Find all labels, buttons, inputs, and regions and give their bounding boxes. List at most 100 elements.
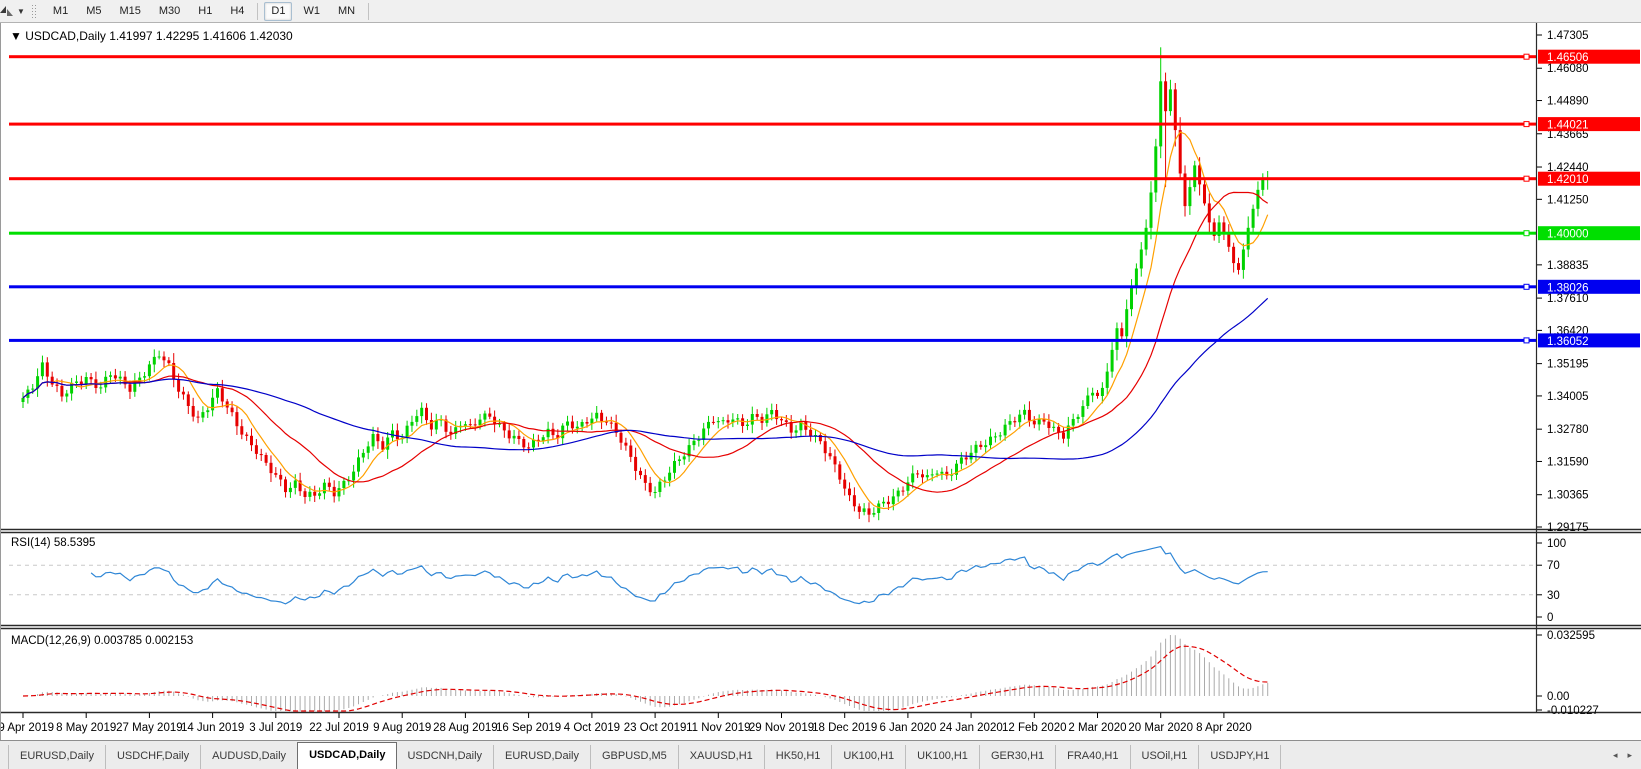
svg-text:1.36052: 1.36052 <box>1547 336 1589 348</box>
price-axis-label: 1.34005 <box>1547 391 1589 403</box>
chart-tab-10-UK100H1[interactable]: UK100,H1 <box>906 745 980 769</box>
cursor-tool-icon[interactable] <box>0 3 16 19</box>
hline-1.44021[interactable] <box>9 121 1537 128</box>
hline-handle[interactable] <box>1523 175 1530 182</box>
panel-separator-rsi[interactable] <box>1 528 1641 534</box>
time-axis-label: 8 Apr 2020 <box>1196 722 1252 734</box>
svg-text:100: 100 <box>1547 538 1566 550</box>
hline-handle[interactable] <box>1523 53 1530 60</box>
toolbar-separator <box>257 2 259 20</box>
price-axis-label: 1.29175 <box>1547 522 1589 534</box>
chart-tab-8-HK50H1[interactable]: HK50,H1 <box>765 745 833 769</box>
chart-tab-11-GER30H1[interactable]: GER30,H1 <box>980 745 1057 769</box>
macd-signal-line <box>22 645 1268 712</box>
time-axis-label: 2 Mar 2020 <box>1068 722 1126 734</box>
ma-fast-line <box>22 131 1269 510</box>
rsi-line <box>90 545 1268 605</box>
timeframe-button-M1[interactable]: M1 <box>52 4 69 17</box>
svg-text:70: 70 <box>1547 560 1560 572</box>
time-axis-label: 22 Jul 2019 <box>309 722 368 734</box>
candlestick-series <box>21 47 1270 523</box>
chevron-down-icon[interactable]: ▼ <box>17 6 25 16</box>
svg-text:1.46506: 1.46506 <box>1547 52 1589 64</box>
hline-1.38026[interactable] <box>9 283 1537 290</box>
toolbar: ▼ M1 M5 M15 M30 H1 H4 D1 W1 MN <box>0 0 1641 23</box>
rsi-axis[interactable]: 100 70 30 0 <box>1537 538 1566 624</box>
time-axis-label: 11 Nov 2019 <box>686 722 750 734</box>
time-axis-label: 16 Sep 2019 <box>496 722 561 734</box>
price-badge-1.38026: 1.38026 <box>1538 279 1640 294</box>
timeframe-button-D1[interactable]: D1 <box>264 1 293 21</box>
chart-tab-9-UK100H1[interactable]: UK100,H1 <box>832 745 907 769</box>
time-axis-label: 3 Jul 2019 <box>249 722 302 734</box>
time-axis-label: 19 Apr 2019 <box>1 722 54 734</box>
hline-1.42010[interactable] <box>9 175 1537 182</box>
tab-scroll-right-icon[interactable]: ▸ <box>1627 749 1632 760</box>
hline-handle[interactable] <box>1523 230 1530 237</box>
svg-text:1.42010: 1.42010 <box>1547 174 1589 186</box>
timeframe-button-MN[interactable]: MN <box>337 4 356 17</box>
tab-scroll-left-icon[interactable]: ◂ <box>1612 749 1618 760</box>
hline-handle[interactable] <box>1523 337 1530 344</box>
price-axis-label: 1.37610 <box>1547 293 1589 305</box>
hline-handle[interactable] <box>1523 283 1530 290</box>
timeframe-button-M15[interactable]: M15 <box>119 4 141 17</box>
price-axis-label: 1.32780 <box>1547 424 1589 436</box>
timeframe-button-W1[interactable]: W1 <box>303 4 320 17</box>
svg-text:0.032595: 0.032595 <box>1547 630 1595 642</box>
ma-medium-line <box>22 191 1269 493</box>
chart-tab-6-GBPUSDM5[interactable]: GBPUSD,M5 <box>591 745 679 769</box>
chart-tab-12-FRA40H1[interactable]: FRA40,H1 <box>1056 745 1131 769</box>
price-axis-label: 1.47305 <box>1547 30 1589 42</box>
price-axis-label: 1.42440 <box>1547 162 1589 174</box>
timeframe-button-group: M1 M5 M15 M30 H1 H4 D1 W1 MN <box>44 1 373 21</box>
hline-1.46506[interactable] <box>9 53 1537 60</box>
price-axis-label: 1.31590 <box>1547 457 1589 469</box>
time-axis-label: 14 Jun 2019 <box>181 722 244 734</box>
chart-tab-4-USDCNHDaily[interactable]: USDCNH,Daily <box>396 745 495 769</box>
price-badge-1.46506: 1.46506 <box>1538 49 1640 64</box>
price-chart[interactable]: 1.47305 1.46080 1.44890 1.43665 1.42440 1.412… <box>1 23 1641 740</box>
svg-text:0: 0 <box>1547 612 1553 624</box>
hline-1.40000[interactable] <box>9 230 1537 237</box>
time-axis-label: 8 May 2019 <box>56 722 116 734</box>
time-axis-label: 18 Dec 2019 <box>812 722 877 734</box>
price-axis-label: 1.35195 <box>1547 359 1589 371</box>
chart-tab-2-AUDUSDDaily[interactable]: AUDUSD,Daily <box>201 745 299 769</box>
ma-slow-line <box>22 297 1269 460</box>
price-axis-label: 1.41250 <box>1547 194 1589 206</box>
time-axis-label: 9 Aug 2019 <box>373 722 431 734</box>
timeframe-button-M30[interactable]: M30 <box>158 4 181 17</box>
panel-separator-macd[interactable] <box>1 624 1641 630</box>
price-badge-1.36052: 1.36052 <box>1538 333 1640 348</box>
chart-tab-14-USDJPYH1[interactable]: USDJPY,H1 <box>1199 745 1282 769</box>
chart-tab-5-EURUSDDaily[interactable]: EURUSD,Daily <box>494 745 591 769</box>
time-axis-label: 12 Feb 2020 <box>1002 722 1067 734</box>
chart-tab-13-USOilH1[interactable]: USOil,H1 <box>1131 745 1200 769</box>
chart-tab-bar: EURUSD,Daily USDCHF,Daily AUDUSD,Daily USDC… <box>0 740 1641 769</box>
timeframe-button-M5[interactable]: M5 <box>86 4 102 17</box>
toolbar-grip[interactable] <box>30 3 37 19</box>
price-axis-label: 1.44890 <box>1547 96 1589 108</box>
price-axis-label: 1.38835 <box>1547 260 1589 272</box>
timeframe-button-H1[interactable]: H1 <box>198 4 213 17</box>
time-axis-label: 23 Oct 2019 <box>624 722 687 734</box>
hline-1.36052[interactable] <box>9 337 1537 344</box>
time-axis-label: 27 May 2019 <box>116 722 183 734</box>
chart-tab-7-XAUUSDH1[interactable]: XAUUSD,H1 <box>679 745 765 769</box>
svg-text:1.40000: 1.40000 <box>1547 229 1589 241</box>
svg-text:0.00: 0.00 <box>1547 691 1569 703</box>
timeframe-button-H4[interactable]: H4 <box>230 4 245 17</box>
svg-text:-0.010227: -0.010227 <box>1547 705 1599 717</box>
chart-tab-3-USDCADDaily[interactable]: USDCAD,Daily <box>297 742 398 769</box>
chart-tabs: EURUSD,Daily USDCHF,Daily AUDUSD,Daily USDC… <box>0 742 1282 769</box>
time-axis-label: 24 Jan 2020 <box>939 722 1002 734</box>
macd-axis[interactable]: 0.032595 0.00 -0.010227 <box>1537 630 1599 717</box>
hline-handle[interactable] <box>1523 121 1530 128</box>
chart-tab-1-USDCHFDaily[interactable]: USDCHF,Daily <box>106 745 202 769</box>
chart-window[interactable]: 1.47305 1.46080 1.44890 1.43665 1.42440 1.412… <box>0 23 1641 740</box>
macd-histogram <box>27 635 1269 711</box>
chart-tab-0-EURUSDDaily[interactable]: EURUSD,Daily <box>8 745 106 769</box>
